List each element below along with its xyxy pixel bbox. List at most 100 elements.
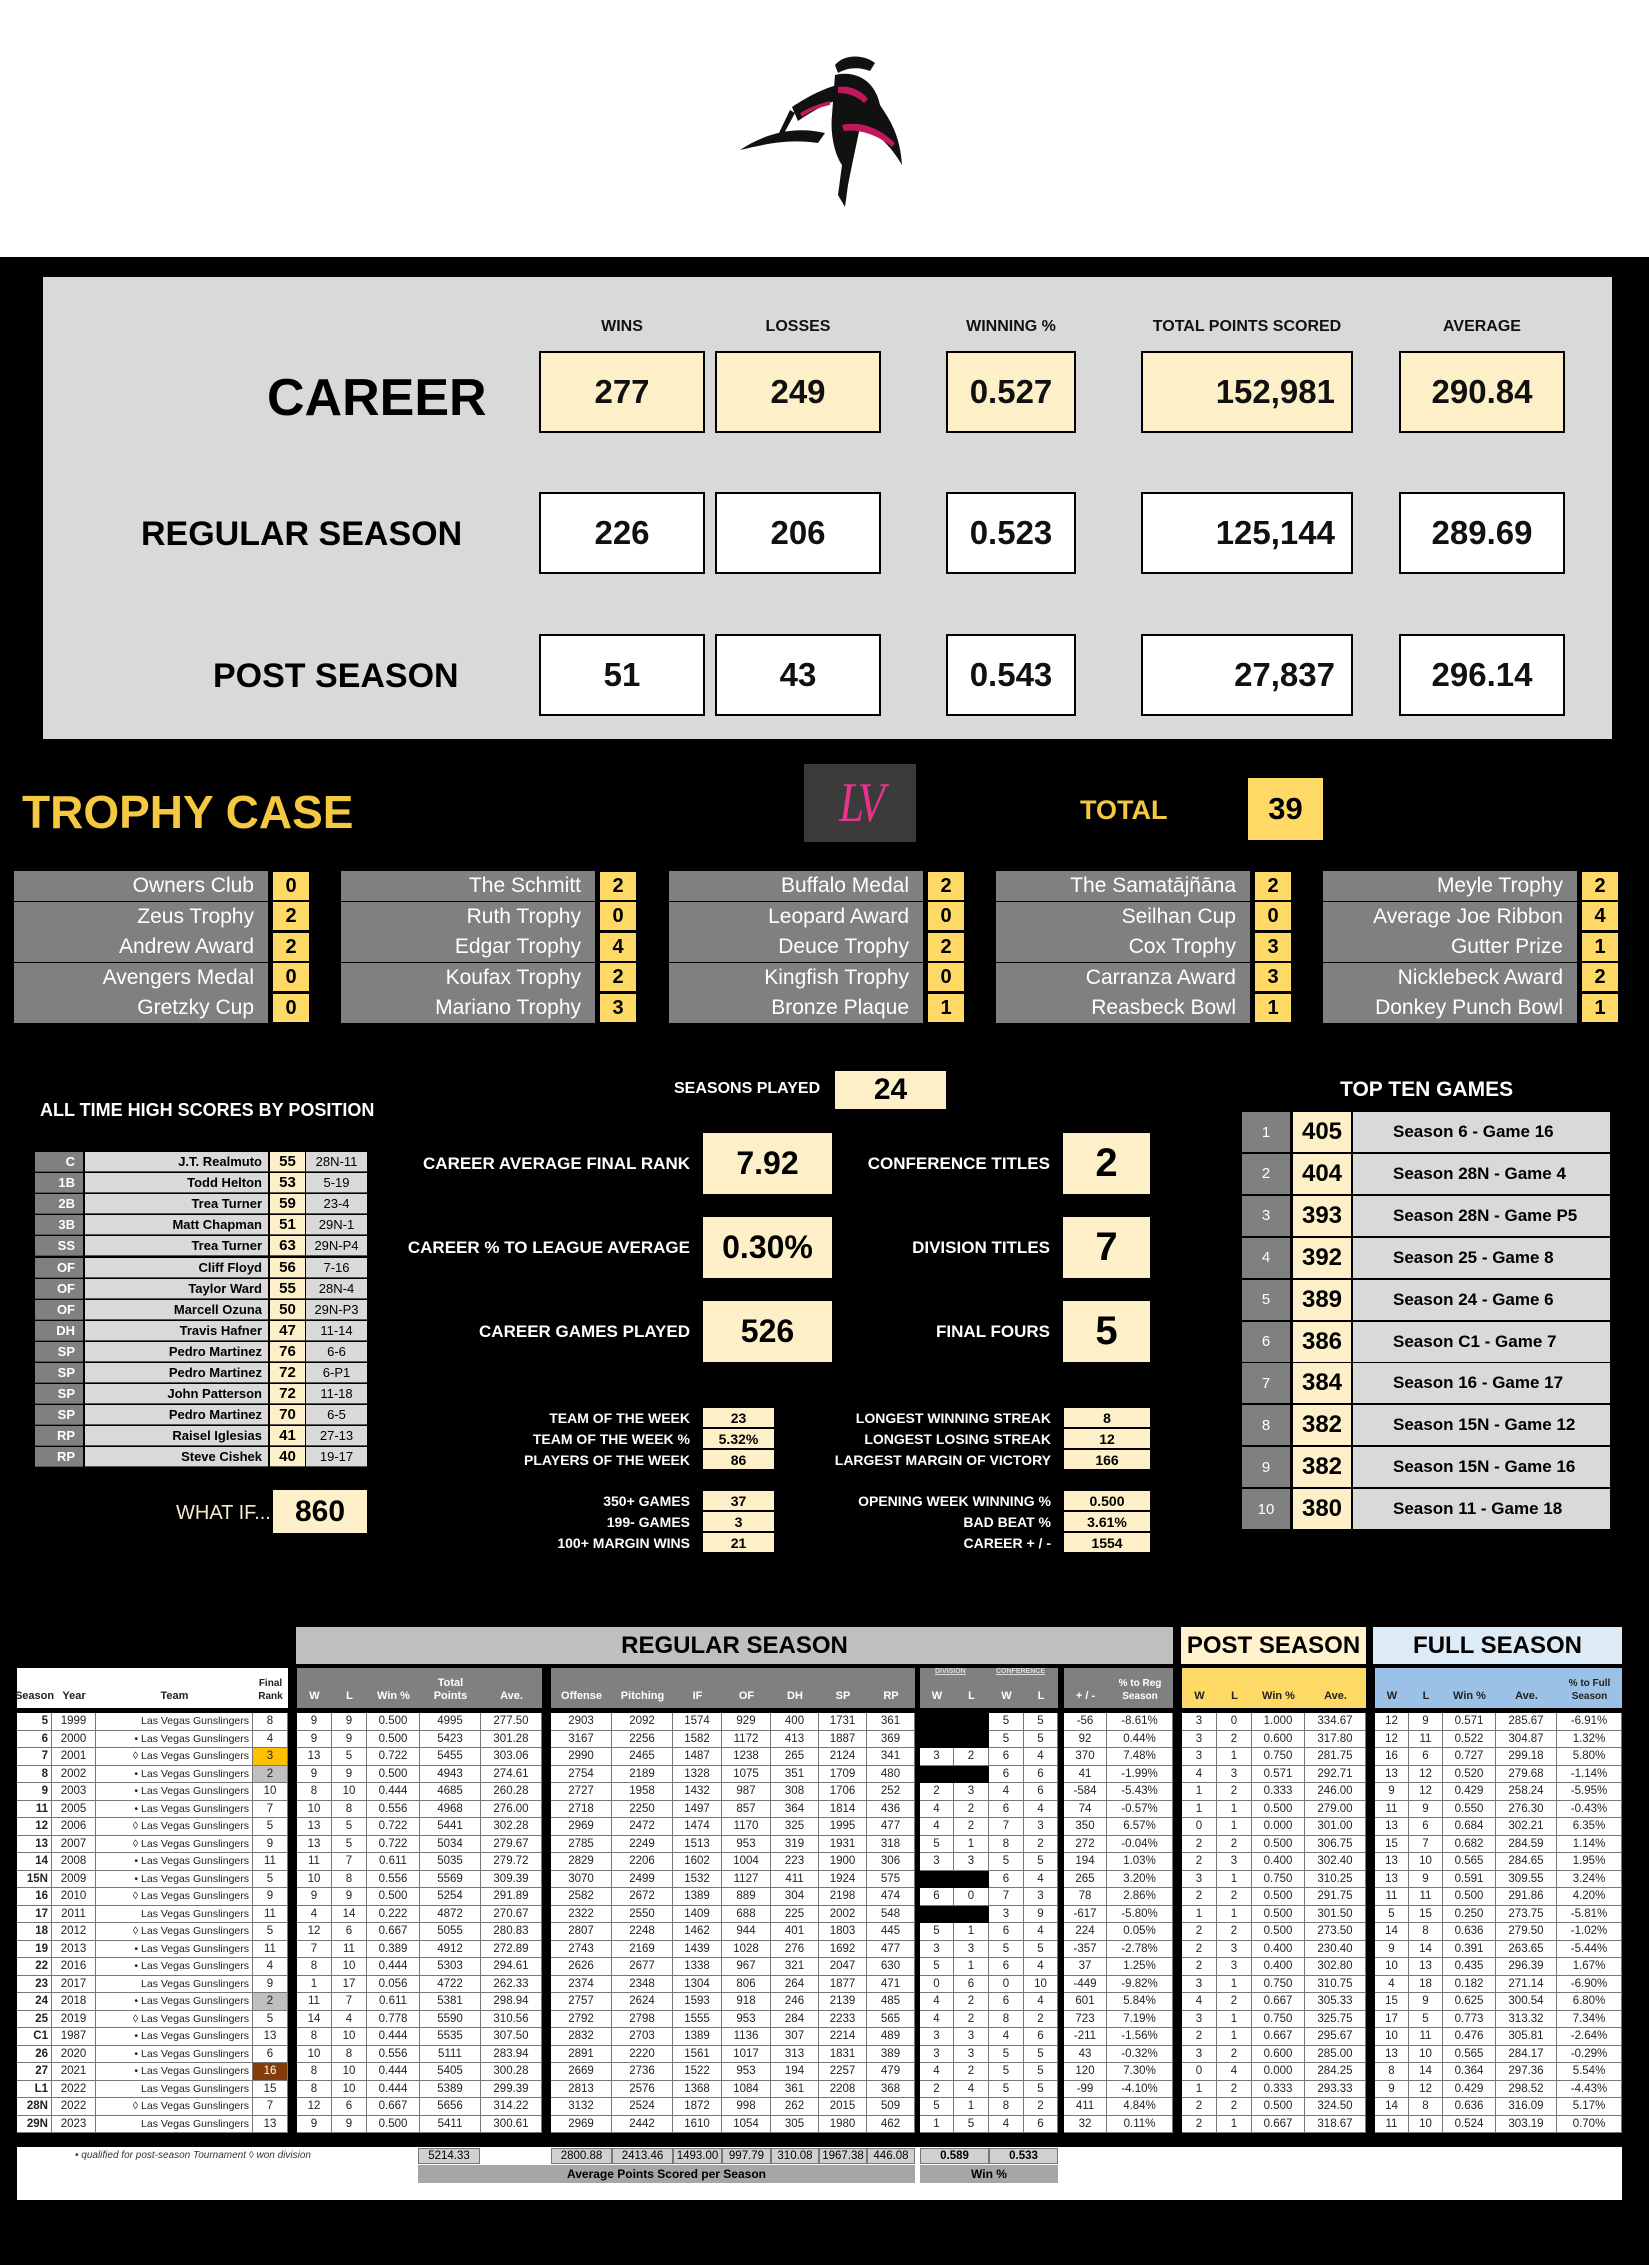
table-cell: 9 [1375, 1940, 1409, 1958]
table-cell: 304 [771, 1888, 819, 1906]
table-cell: 2257 [819, 2063, 867, 2081]
table-cell: 1692 [819, 1940, 867, 1958]
table-cell: 300.54 [1496, 1993, 1557, 2011]
top-game-label: Season 24 - Game 6 [1353, 1279, 1610, 1322]
trophy-count: 4 [1582, 902, 1618, 932]
trophy-row: Nicklebeck Award 2 [1323, 962, 1618, 993]
team-name-cell: • Las Vegas Gunslingers [96, 2028, 253, 2046]
table-cell: 3 [253, 1748, 288, 1766]
table-cell: 281.75 [1305, 1748, 1366, 1766]
trophy-name: Koufax Trophy [341, 962, 595, 993]
table-cell: 411 [1064, 2098, 1107, 2116]
table-cell: 3 [1182, 2010, 1217, 2028]
table-cell: 9 [253, 1975, 288, 1993]
gunslinger-logo-icon [740, 56, 902, 207]
table-cell: 1 [1182, 1905, 1217, 1923]
table-cell: 11 [332, 1940, 367, 1958]
table-cell: 1017 [722, 2045, 771, 2063]
table-cell: 2969 [551, 1818, 612, 1836]
top-game-score: 393 [1293, 1195, 1351, 1238]
seasons-played-value: 24 [835, 1071, 946, 1109]
table-cell: 2 [954, 1748, 989, 1766]
table-cell: 10 [1409, 1853, 1443, 1871]
table-cell: 14 [1409, 2063, 1443, 2081]
player-name: Pedro Martinez [85, 1341, 268, 1362]
player-name: Pedro Martinez [85, 1363, 268, 1383]
table-cell: 2208 [819, 2080, 867, 2098]
table-cell: 274.61 [481, 1765, 542, 1783]
position-label: SP [35, 1405, 83, 1426]
team-name-cell: ◊ Las Vegas Gunslingers [96, 1923, 253, 1941]
table-cell: 8 [332, 1870, 367, 1888]
table-cell: 8 [297, 1783, 332, 1801]
table-cell: 2 [1217, 1730, 1252, 1748]
top-game-label: Season 15N - Game 12 [1353, 1405, 1610, 1448]
table-cell: 2 [1182, 1958, 1217, 1976]
table-cell: 2736 [612, 2063, 673, 2081]
table-cell: 15 [1409, 1905, 1443, 1923]
table-cell: 4722 [420, 1975, 481, 1993]
table-cell: 272 [1064, 1835, 1107, 1853]
table-cell: 0.444 [367, 2080, 420, 2098]
table-cell: 13 [297, 1748, 332, 1766]
table-cell: 74 [1064, 1800, 1107, 1818]
table-cell: 7 [989, 1818, 1024, 1836]
table-cell: 1084 [722, 2080, 771, 2098]
table-cell: 7 [1409, 1835, 1443, 1853]
table-cell: 5.54% [1557, 2063, 1622, 2081]
table-cell: 1 [297, 1975, 332, 1993]
table-cell: 279.72 [481, 1853, 542, 1871]
team-name-cell: • Las Vegas Gunslingers [96, 1800, 253, 1818]
table-cell: 291.89 [481, 1888, 542, 1906]
table-cell: 14 [297, 2010, 332, 2028]
table-cell: 5 [989, 1853, 1024, 1871]
table-cell: 92 [1064, 1730, 1107, 1748]
table-cell: 2 [1217, 1993, 1252, 2011]
table-cell: 4685 [420, 1783, 481, 1801]
summary-label: CAREER AVERAGE FINAL RANK [423, 1154, 690, 1173]
table-cell: 2703 [612, 2028, 673, 2046]
table-cell: 5 [1024, 1713, 1058, 1731]
table-cell: 5 [1024, 1940, 1058, 1958]
table-cell: 5411 [420, 2115, 481, 2133]
table-cell: 1 [1217, 1870, 1252, 1888]
table-cell: 2005 [52, 1800, 96, 1818]
trophy-row: Ruth Trophy 0 [341, 901, 636, 932]
table-cell: 2233 [819, 2010, 867, 2028]
position-label: DH [35, 1320, 83, 1341]
table-cell: 5389 [420, 2080, 481, 2098]
table-cell: 308 [771, 1783, 819, 1801]
trophy-name: Average Joe Ribbon [1323, 901, 1577, 932]
table-cell: 2047 [819, 1958, 867, 1976]
stat-label: PLAYERS OF THE WEEK [524, 1452, 690, 1468]
section-post-season: POST SEASON [1181, 1627, 1366, 1664]
table-cell: 2 [1182, 1888, 1217, 1906]
win-pct-cell: 0.533 [989, 2148, 1058, 2164]
game-reference: 27-13 [306, 1426, 367, 1447]
section-full-season: FULL SEASON [1373, 1627, 1622, 1664]
table-cell: 3 [1182, 1975, 1217, 1993]
table-cell: 6 [989, 1765, 1024, 1783]
table-cell: 8 [297, 2028, 332, 2046]
table-cell: 5 [253, 2010, 288, 2028]
lv-logo: LV [804, 764, 916, 842]
table-cell: 0.435 [1443, 1958, 1496, 1976]
table-cell: 317.80 [1305, 1730, 1366, 1748]
table-cell: 0.611 [367, 1993, 420, 2011]
table-cell: 6 [1024, 2028, 1058, 2046]
table-cell: 13 [297, 1835, 332, 1853]
table-cell: 2012 [52, 1923, 96, 1941]
career-col-header: AVERAGE [1443, 318, 1521, 335]
table-cell: 0.565 [1443, 1853, 1496, 1871]
high-score: 76 [270, 1341, 305, 1362]
table-cell: -6.91% [1557, 1713, 1622, 1731]
career-stat-value: 27,837 [1141, 634, 1353, 716]
table-cell: 1389 [673, 1888, 722, 1906]
game-reference: 29N-P4 [306, 1236, 367, 1257]
table-cell: 299.18 [1496, 1748, 1557, 1766]
career-stat-value: 0.527 [946, 351, 1076, 433]
top-game-rank: 7 [1242, 1363, 1290, 1406]
high-score: 72 [270, 1363, 305, 1383]
table-cell: 5 [989, 2045, 1024, 2063]
column-header: % to Reg Season [1118, 1678, 1162, 1702]
